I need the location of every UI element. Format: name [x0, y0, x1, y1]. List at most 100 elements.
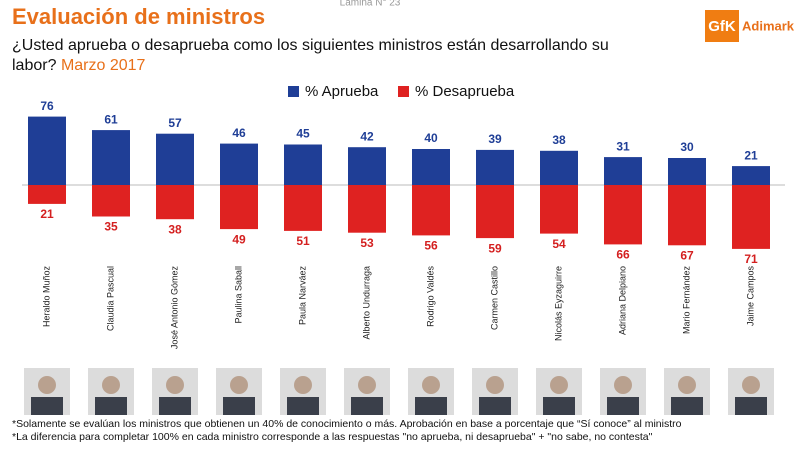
bar: [156, 185, 194, 220]
bar: [348, 185, 386, 233]
category-label: Carmen Castillo: [489, 266, 499, 330]
subtitle-date: Marzo 2017: [60, 57, 146, 74]
value-label: 42: [360, 129, 374, 143]
value-label: 45: [296, 127, 310, 141]
photo-head: [486, 376, 504, 394]
photo-head: [550, 376, 568, 394]
category-label: Paulina Saball: [233, 266, 243, 324]
bar: [732, 166, 770, 185]
photo-body: [95, 397, 127, 415]
value-label: 40: [424, 131, 438, 145]
value-label: 39: [488, 132, 502, 146]
photo-head: [294, 376, 312, 394]
value-label: 49: [232, 232, 246, 246]
page-label: Lámina N° 23: [340, 0, 401, 9]
value-label: 56: [424, 239, 438, 253]
logo-box: [705, 10, 739, 42]
bar: [668, 158, 706, 185]
logo-mark: GfK: [708, 18, 736, 35]
photo-body: [607, 397, 639, 415]
value-label: 46: [232, 126, 246, 140]
category-label: Alberto Undurraga: [361, 266, 371, 340]
photo-body: [543, 397, 575, 415]
photo-head: [230, 376, 248, 394]
value-label: 54: [552, 237, 566, 251]
category-label: Nicolás Eyzaguirre: [553, 266, 563, 341]
bar: [28, 185, 66, 204]
subtitle: ¿Usted aprueba o desaprueba como los sig…: [12, 36, 652, 76]
bar: [540, 185, 578, 234]
value-label: 35: [104, 220, 118, 234]
bar: [604, 185, 642, 245]
category-label: Mario Fernández: [681, 266, 691, 335]
bar: [412, 185, 450, 236]
value-label: 21: [744, 148, 758, 162]
subtitle-text: ¿Usted aprueba o desaprueba como los sig…: [12, 37, 609, 74]
photo-head: [102, 376, 120, 394]
bar: [284, 144, 322, 185]
category-label: Jaime Campos: [745, 266, 755, 327]
photo-body: [31, 397, 63, 415]
legend-label: % Aprueba: [305, 83, 379, 100]
photo-head: [678, 376, 696, 394]
photo-body: [479, 397, 511, 415]
category-label: Claudia Pascual: [105, 266, 115, 331]
photo-body: [735, 397, 767, 415]
bar: [668, 185, 706, 246]
value-label: 59: [488, 241, 502, 255]
photo-body: [351, 397, 383, 415]
footnote: *La diferencia para completar 100% en ca…: [12, 431, 653, 443]
value-label: 71: [744, 252, 758, 266]
category-label: Heraldo Muñoz: [41, 266, 51, 328]
photo-head: [614, 376, 632, 394]
value-label: 31: [616, 139, 630, 153]
photo-body: [671, 397, 703, 415]
photo-body: [415, 397, 447, 415]
category-label: José Antonio Gómez: [169, 266, 179, 350]
bar: [476, 149, 514, 185]
value-label: 21: [40, 207, 54, 221]
bar: [156, 133, 194, 185]
footnote: *Solamente se evalúan los ministros que …: [12, 418, 682, 430]
photo-head: [38, 376, 56, 394]
bar: [220, 143, 258, 185]
bar: [220, 185, 258, 230]
legend-swatch: [398, 86, 409, 97]
bar: [412, 149, 450, 185]
photo-head: [742, 376, 760, 394]
value-label: 30: [680, 140, 694, 154]
category-label: Paula Narváez: [297, 266, 307, 326]
bar: [28, 116, 66, 185]
bar: [604, 157, 642, 185]
value-label: 38: [168, 222, 182, 236]
value-label: 53: [360, 236, 374, 250]
photo-body: [223, 397, 255, 415]
logo-name: Adimark: [742, 18, 795, 33]
value-label: 76: [40, 99, 54, 113]
bar: [348, 147, 386, 185]
bar: [540, 150, 578, 185]
bar: [732, 185, 770, 249]
photo-head: [166, 376, 184, 394]
value-label: 61: [104, 112, 118, 126]
legend-swatch: [288, 86, 299, 97]
photo-head: [422, 376, 440, 394]
category-label: Adriana Delpiano: [617, 266, 627, 335]
category-label: Rodrigo Valdés: [425, 266, 435, 327]
value-label: 38: [552, 133, 566, 147]
bar: [92, 185, 130, 217]
bar: [284, 185, 322, 231]
bar: [92, 130, 130, 185]
photo-head: [358, 376, 376, 394]
value-label: 57: [168, 116, 182, 130]
photo-body: [287, 397, 319, 415]
value-label: 67: [680, 248, 694, 262]
chart-title: Evaluación de ministros: [12, 4, 265, 29]
legend-label: % Desaprueba: [415, 83, 515, 100]
value-label: 66: [616, 248, 630, 262]
bar: [476, 185, 514, 239]
photo-body: [159, 397, 191, 415]
value-label: 51: [296, 234, 310, 248]
